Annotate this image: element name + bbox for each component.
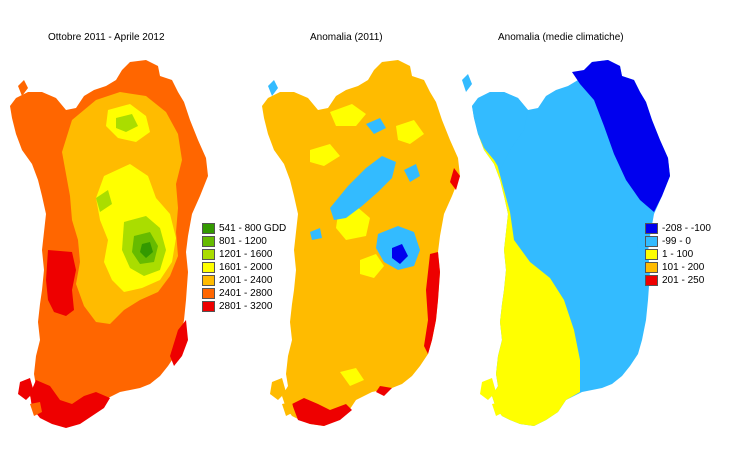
map2-lightblue-5 [310,228,322,240]
map3-legend-item: 1 - 100 [645,248,711,261]
legend-label: 1601 - 2000 [219,262,273,273]
map1-asinara [18,80,28,96]
map2-yellow-south [340,368,364,386]
legend-swatch [202,275,215,286]
map2-island-sw [270,378,286,400]
legend-swatch [202,236,215,247]
map3-darkblue [572,60,670,212]
map2-anomaly-2011 [262,60,460,426]
map3-asinara [462,74,472,92]
map1-lightgreen-c [96,190,112,212]
map3-legend-item: -208 - -100 [645,222,711,235]
legend-label: 541 - 800 GDD [219,223,287,234]
legend-swatch [202,223,215,234]
map2-title: Anomalia (2011) [310,32,383,43]
legend-swatch [645,236,658,247]
legend-label: 2401 - 2800 [219,288,273,299]
legend-label: 101 - 200 [662,262,705,273]
map3-legend: -208 - -100 -99 - 0 1 - 100 101 - 200 20… [645,222,711,287]
map1-legend-item: 2401 - 2800 [202,287,286,300]
map3-legend-item: 101 - 200 [645,261,711,274]
legend-label: 801 - 1200 [219,236,267,247]
legend-label: 1201 - 1600 [219,249,273,260]
map3-legend-item: -99 - 0 [645,235,711,248]
map1-legend-item: 2001 - 2400 [202,274,286,287]
map2-yellow-5 [360,254,384,278]
map2-asinara [268,80,278,96]
map2-darkblue [392,244,408,264]
map1-legend: 541 - 800 GDD 801 - 1200 1201 - 1600 160… [202,222,286,313]
map2-yellow-4 [396,120,424,144]
map1-lightgreen-n [116,114,138,132]
map3-east-islet [636,236,644,248]
map1-legend-item: 801 - 1200 [202,235,286,248]
map2-yellow-2 [310,144,340,166]
legend-label: 2801 - 3200 [219,301,273,312]
map2-yellow-1 [330,104,366,126]
map1-west-red [46,250,76,316]
map1-gdd [10,60,208,428]
map1-east-red [170,320,188,366]
legend-swatch [202,288,215,299]
legend-label: 2001 - 2400 [219,275,273,286]
legend-swatch [645,275,658,286]
map3-title: Anomalia (medie climatiche) [498,32,624,43]
legend-label: -99 - 0 [662,236,691,247]
map1-legend-item: 1201 - 1600 [202,248,286,261]
map1-south-red [30,380,110,428]
legend-swatch [645,223,658,234]
map1-island-sw2 [30,402,42,416]
map1-legend-item: 541 - 800 GDD [202,222,286,235]
map3-island-sw2 [492,402,504,416]
map3-anomaly-climate [462,60,670,426]
map3-legend-item: 201 - 250 [645,274,711,287]
map1-darkgreen [140,242,153,258]
map2-red-south-2 [376,386,392,396]
legend-swatch [645,249,658,260]
legend-swatch [202,249,215,260]
legend-swatch [645,262,658,273]
legend-label: -208 - -100 [662,223,711,234]
legend-swatch [202,262,215,273]
map1-title: Ottobre 2011 - Aprile 2012 [48,32,165,43]
map1-legend-item: 2801 - 3200 [202,300,286,313]
map1-legend-item: 1601 - 2000 [202,261,286,274]
map2-lightblue-4 [404,164,420,182]
map2-island-sw2 [282,402,294,416]
map2-lightblue-1 [330,156,396,220]
map1-island-sw [18,378,34,400]
map3-yellow [478,128,580,426]
legend-label: 201 - 250 [662,275,705,286]
map3-lightblue-nw [472,92,528,170]
map3-island-sw [480,378,496,400]
legend-swatch [202,301,215,312]
map2-lightblue-3 [366,118,386,134]
map2-red-south [292,398,352,426]
map2-red-east [424,252,440,354]
map2-red-ne [450,168,460,190]
legend-label: 1 - 100 [662,249,694,260]
